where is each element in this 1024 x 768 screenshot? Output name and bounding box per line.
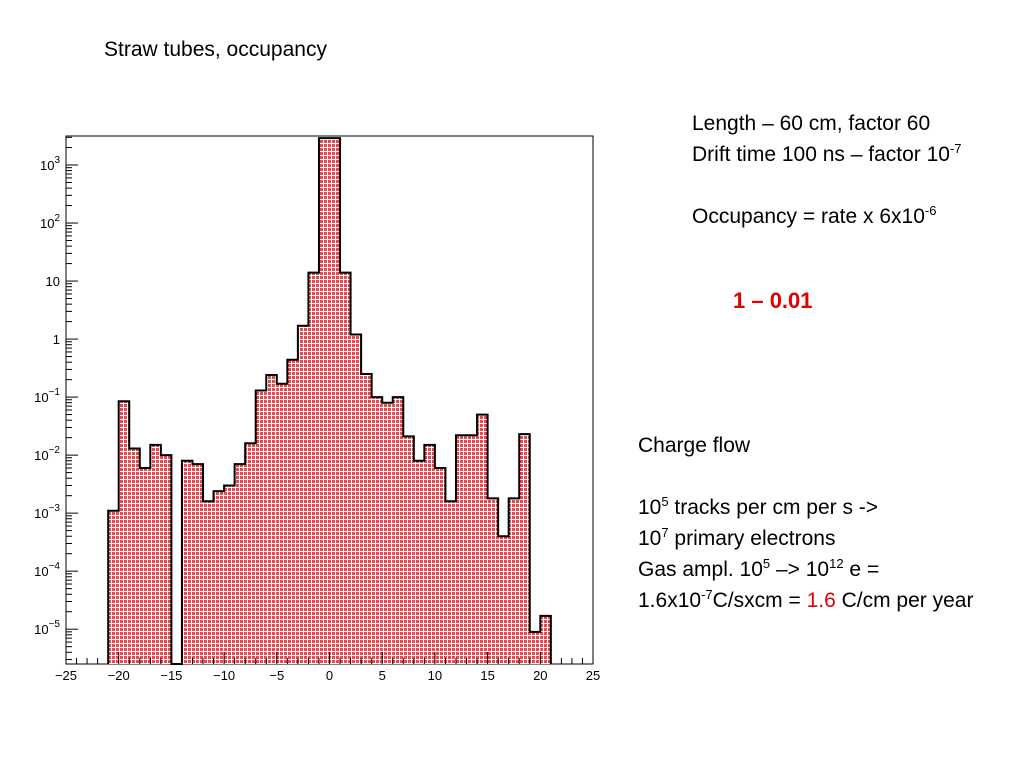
histogram-bar xyxy=(434,467,446,664)
histogram-bar xyxy=(129,448,140,664)
histogram-bar xyxy=(308,272,319,664)
histogram-bar xyxy=(445,501,456,664)
charge-highlight: 1.6 xyxy=(806,589,836,612)
histogram-bar xyxy=(424,444,435,664)
slide-title: Straw tubes, occupancy xyxy=(104,38,327,61)
y-tick-label: 10−4 xyxy=(34,561,60,579)
y-tick-label: 10 xyxy=(46,274,60,289)
primary-electrons-line: 107 primary electrons xyxy=(638,525,836,550)
x-tick-label: 20 xyxy=(533,668,547,683)
histogram-bar xyxy=(224,485,235,664)
histogram-bar xyxy=(266,375,277,664)
x-tick-label: −15 xyxy=(160,668,182,683)
histogram-bar xyxy=(382,402,393,664)
histogram-bar xyxy=(297,325,309,664)
tracks-line: 105 tracks per cm per s -> xyxy=(638,494,879,519)
histogram-bar xyxy=(361,374,372,664)
histogram-bar xyxy=(371,397,383,664)
histogram-bar xyxy=(498,536,509,664)
histogram-bar xyxy=(392,397,404,664)
histogram-bar xyxy=(403,436,414,664)
x-tick-label: 5 xyxy=(379,668,386,683)
histogram-bar xyxy=(455,435,467,664)
x-tick-label: 15 xyxy=(480,668,494,683)
drift-line: Drift time 100 ns – factor 10-7 xyxy=(692,141,962,166)
histogram-outline xyxy=(107,137,552,665)
y-tick-label: 10−5 xyxy=(34,619,60,637)
y-tick-label: 1 xyxy=(53,332,60,347)
histogram-bar xyxy=(245,443,256,664)
histogram-bar xyxy=(160,455,172,664)
histogram-bar xyxy=(255,390,267,664)
histogram-bar xyxy=(529,631,541,664)
histogram-bar xyxy=(540,615,551,664)
histogram-bar xyxy=(287,359,298,664)
histogram-bar xyxy=(213,491,225,664)
x-tick-label: 10 xyxy=(428,668,442,683)
histogram-bar xyxy=(192,464,204,664)
histogram-bar xyxy=(466,435,478,664)
histogram-bar xyxy=(234,464,246,664)
x-tick-labels: −25 −20 −15 −10 −5 0 5 10 15 20 25 xyxy=(55,668,600,683)
histogram-bar xyxy=(329,138,341,664)
x-tick-label: −5 xyxy=(269,668,284,683)
charge-flow-heading: Charge flow xyxy=(638,434,751,457)
histogram-bar xyxy=(350,334,362,664)
y-tick-label: 10−2 xyxy=(34,445,60,463)
occupancy-line: Occupancy = rate x 6x10-6 xyxy=(692,203,937,228)
histogram-bar xyxy=(413,460,425,664)
histogram-bars xyxy=(108,138,551,664)
x-tick-label: −10 xyxy=(213,668,235,683)
histogram-bar xyxy=(203,501,214,664)
length-line: Length – 60 cm, factor 60 xyxy=(692,112,931,135)
y-tick-label: 103 xyxy=(40,155,60,173)
histogram-step-outline xyxy=(107,137,552,665)
occupancy-ratio: 1 – 0.01 xyxy=(733,288,813,313)
histogram-bar xyxy=(508,498,520,664)
y-tick-label: 10−3 xyxy=(34,503,60,521)
histogram-bar xyxy=(340,272,351,664)
charge-per-year-line: 1.6x10-7C/sxcm = 1.6 C/cm per year xyxy=(638,587,974,612)
histogram-bar xyxy=(318,138,330,664)
histogram-bar xyxy=(108,510,119,664)
axis-ticks xyxy=(65,136,594,664)
gas-amplification-line: Gas ampl. 105 –> 1012 e = xyxy=(638,556,880,581)
charge-flow-notes: Charge flow 105 tracks per cm per s -> 1… xyxy=(638,430,973,616)
x-tick-label: 0 xyxy=(326,668,333,683)
y-tick-label: 102 xyxy=(40,213,60,231)
histogram-bar xyxy=(118,401,130,664)
histogram-bar xyxy=(139,467,151,664)
histogram-bar xyxy=(150,444,161,664)
histogram-bar xyxy=(276,383,288,664)
factor-notes: Length – 60 cm, factor 60 Drift time 100… xyxy=(692,108,962,232)
x-tick-label: −20 xyxy=(108,668,130,683)
x-tick-label: 25 xyxy=(586,668,600,683)
histogram-bar xyxy=(477,414,488,664)
histogram-bar xyxy=(181,460,193,664)
y-tick-label: 10−1 xyxy=(34,387,60,405)
histogram-bar xyxy=(487,498,499,664)
x-tick-label: −25 xyxy=(55,668,77,683)
histogram-bar xyxy=(519,434,530,664)
